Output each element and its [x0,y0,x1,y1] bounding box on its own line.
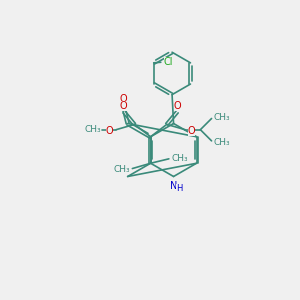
Text: CH₃: CH₃ [171,154,188,163]
Text: CH₃: CH₃ [214,113,230,122]
Text: O: O [188,126,195,136]
Text: O: O [119,94,127,104]
Text: O: O [174,101,182,111]
Text: CH₃: CH₃ [84,125,101,134]
Text: CH₃: CH₃ [113,165,130,174]
Text: CH₃: CH₃ [214,137,230,146]
Text: N: N [170,181,177,191]
Text: Cl: Cl [164,57,173,67]
Text: O: O [120,101,127,111]
Text: O: O [106,126,113,136]
Text: H: H [176,184,182,194]
